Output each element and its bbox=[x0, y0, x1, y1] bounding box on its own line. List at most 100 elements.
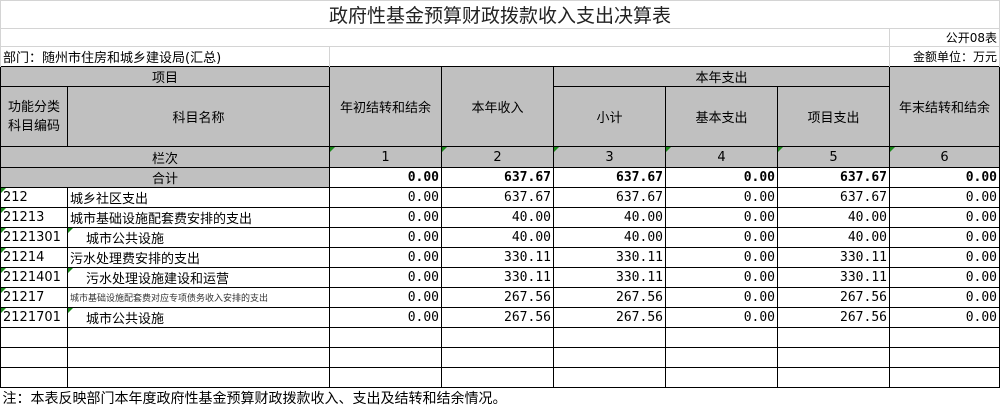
row-value: 637.67 bbox=[778, 188, 890, 208]
row-value: 330.11 bbox=[442, 268, 554, 288]
row-name: 城乡社区支出 bbox=[68, 188, 330, 208]
row-value: 40.00 bbox=[778, 228, 890, 248]
row-value: 330.11 bbox=[554, 268, 666, 288]
header-expense-group: 本年支出 bbox=[554, 67, 890, 87]
row-value: 267.56 bbox=[778, 288, 890, 308]
row-value: 0.00 bbox=[330, 268, 442, 288]
empty-cell bbox=[554, 328, 666, 348]
row-value: 0.00 bbox=[890, 208, 1000, 228]
empty-cell bbox=[442, 348, 554, 368]
row-value: 0.00 bbox=[666, 308, 778, 328]
row-value: 267.56 bbox=[442, 308, 554, 328]
row-value: 0.00 bbox=[666, 268, 778, 288]
total-value: 0.00 bbox=[330, 168, 442, 188]
row-value: 0.00 bbox=[666, 288, 778, 308]
row-value: 267.56 bbox=[554, 288, 666, 308]
column-index-1: 1 bbox=[330, 147, 442, 168]
empty-cell bbox=[666, 328, 778, 348]
header-end-balance: 年末结转和结余 bbox=[890, 67, 1000, 147]
header-name: 科目名称 bbox=[68, 87, 330, 147]
column-index-4: 4 bbox=[666, 147, 778, 168]
empty-row bbox=[1, 348, 1000, 368]
row-value: 267.56 bbox=[442, 288, 554, 308]
row-value: 0.00 bbox=[330, 248, 442, 268]
empty-cell bbox=[778, 328, 890, 348]
empty-cell bbox=[1, 368, 68, 388]
row-value: 0.00 bbox=[666, 208, 778, 228]
row-code: 2121701 bbox=[1, 308, 68, 328]
row-name: 污水处理设施建设和运营 bbox=[68, 268, 330, 288]
header-item: 项目 bbox=[1, 67, 330, 87]
empty-cell bbox=[1, 328, 68, 348]
total-value: 0.00 bbox=[890, 168, 1000, 188]
total-label: 合计 bbox=[1, 168, 330, 188]
empty-cell bbox=[890, 368, 1000, 388]
row-value: 0.00 bbox=[890, 308, 1000, 328]
row-value: 0.00 bbox=[890, 268, 1000, 288]
row-value: 40.00 bbox=[554, 228, 666, 248]
form-number: 公开08表 bbox=[890, 29, 1000, 47]
row-value: 0.00 bbox=[666, 188, 778, 208]
row-value: 0.00 bbox=[890, 188, 1000, 208]
row-name: 城市基础设施配套费对应专项债务收入安排的支出 bbox=[68, 288, 330, 308]
row-name: 城市公共设施 bbox=[68, 308, 330, 328]
empty-cell bbox=[778, 348, 890, 368]
row-value: 0.00 bbox=[666, 228, 778, 248]
empty-cell bbox=[330, 328, 442, 348]
empty-cell bbox=[778, 368, 890, 388]
column-index-6: 6 bbox=[890, 147, 1000, 168]
unit-label: 金额单位：万元 bbox=[890, 47, 1000, 67]
row-value: 40.00 bbox=[442, 228, 554, 248]
row-code: 21217 bbox=[1, 288, 68, 308]
total-value: 637.67 bbox=[554, 168, 666, 188]
empty-cell bbox=[442, 368, 554, 388]
footnote: 注：本表反映部门本年度政府性基金预算财政拨款收入、支出及结转和结余情况。 bbox=[1, 388, 1000, 408]
row-value: 0.00 bbox=[890, 248, 1000, 268]
row-value: 267.56 bbox=[778, 308, 890, 328]
column-index-3: 3 bbox=[554, 147, 666, 168]
row-value: 330.11 bbox=[778, 268, 890, 288]
note-row: 注：本表反映部门本年度政府性基金预算财政拨款收入、支出及结转和结余情况。 bbox=[1, 388, 1000, 408]
row-value: 40.00 bbox=[778, 208, 890, 228]
row-value: 330.11 bbox=[554, 248, 666, 268]
empty-cell bbox=[666, 348, 778, 368]
row-value: 0.00 bbox=[330, 288, 442, 308]
header-begin-balance: 年初结转和结余 bbox=[330, 67, 442, 147]
total-value: 637.67 bbox=[442, 168, 554, 188]
empty-cell bbox=[554, 348, 666, 368]
row-value: 267.56 bbox=[554, 308, 666, 328]
row-name: 城市基础设施配套费安排的支出 bbox=[68, 208, 330, 228]
row-value: 40.00 bbox=[442, 208, 554, 228]
empty-cell bbox=[330, 348, 442, 368]
empty-row bbox=[1, 328, 1000, 348]
row-value: 330.11 bbox=[442, 248, 554, 268]
header-subtotal: 小计 bbox=[554, 87, 666, 147]
total-value: 0.00 bbox=[666, 168, 778, 188]
column-index-5: 5 bbox=[778, 147, 890, 168]
empty-cell bbox=[890, 328, 1000, 348]
header-code: 功能分类科目编码 bbox=[1, 87, 68, 147]
row-value: 0.00 bbox=[330, 188, 442, 208]
column-index-label: 栏次 bbox=[1, 147, 330, 168]
empty-cell bbox=[554, 368, 666, 388]
empty-cell bbox=[666, 368, 778, 388]
empty-cell bbox=[68, 368, 330, 388]
column-index-2: 2 bbox=[442, 147, 554, 168]
row-value: 0.00 bbox=[330, 228, 442, 248]
header-basic: 基本支出 bbox=[666, 87, 778, 147]
empty-cell bbox=[442, 328, 554, 348]
row-value: 0.00 bbox=[666, 248, 778, 268]
row-code: 212 bbox=[1, 188, 68, 208]
row-value: 0.00 bbox=[330, 208, 442, 228]
empty-cell bbox=[68, 348, 330, 368]
row-name: 污水处理费安排的支出 bbox=[68, 248, 330, 268]
row-value: 0.00 bbox=[330, 308, 442, 328]
row-code: 21213 bbox=[1, 208, 68, 228]
row-value: 0.00 bbox=[890, 228, 1000, 248]
header-income: 本年收入 bbox=[442, 67, 554, 147]
